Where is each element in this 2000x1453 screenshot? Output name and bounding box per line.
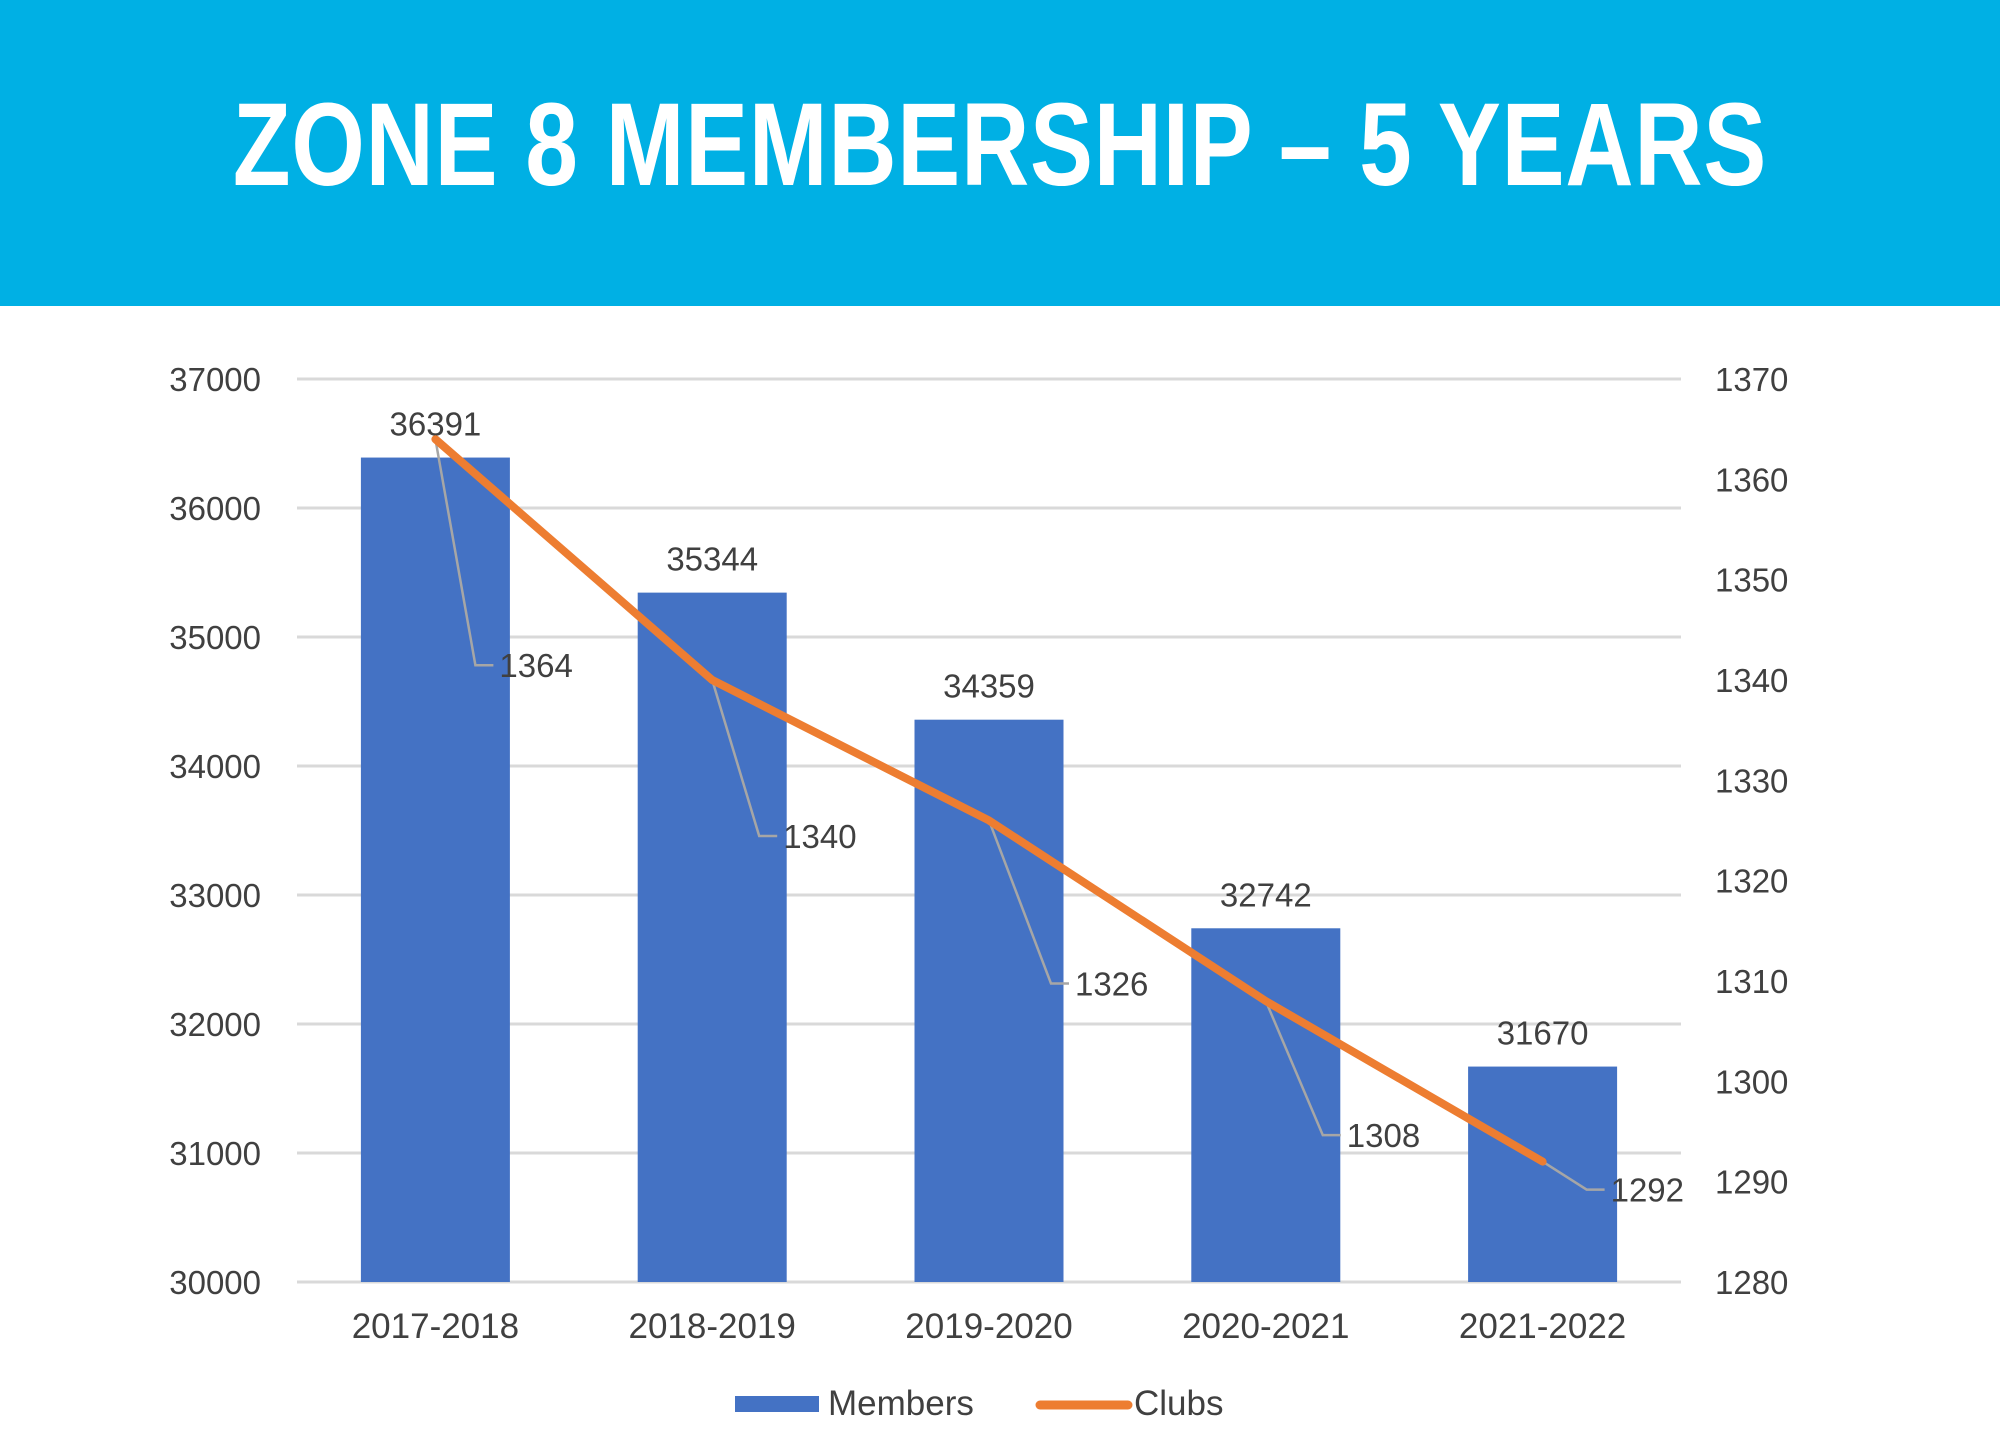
bar-data-label: 35344 (666, 541, 758, 578)
y-right-tick-label: 1290 (1715, 1164, 1788, 1201)
bar-members (914, 719, 1064, 1282)
y-right-tick-label: 1350 (1715, 562, 1788, 599)
y-left-tick-label: 33000 (169, 877, 261, 914)
line-data-label: 1364 (499, 647, 572, 684)
y-left-tick-label: 35000 (169, 619, 261, 656)
y-right-tick-label: 1300 (1715, 1063, 1788, 1100)
y-left-tick-label: 32000 (169, 1006, 261, 1043)
line-data-label: 1326 (1075, 965, 1148, 1002)
data-label-leader-line (987, 820, 1069, 985)
bar-members (637, 592, 787, 1282)
y-right-tick-label: 1330 (1715, 762, 1788, 799)
bar-members (360, 457, 510, 1282)
y-left-tick-label: 37000 (169, 361, 261, 398)
data-label-leader-line (711, 679, 778, 838)
line-data-label: 1340 (783, 818, 856, 855)
chart-title: ZONE 8 MEMBERSHIP – 5 YEARS (232, 79, 1768, 211)
line-data-label: 1308 (1347, 1117, 1420, 1154)
bar-members (1468, 1066, 1618, 1282)
data-label-leader-line (434, 438, 494, 667)
line-clubs (431, 435, 1547, 1166)
x-tick-label: 2020-2021 (1182, 1307, 1349, 1346)
y-left-tick-label: 36000 (169, 490, 261, 527)
y-right-tick-label: 1340 (1715, 662, 1788, 699)
x-tick-label: 2018-2019 (629, 1307, 796, 1346)
bar-data-label: 34359 (943, 668, 1035, 705)
x-tick-label: 2017-2018 (352, 1307, 519, 1346)
data-label-leader-line (1541, 1160, 1605, 1191)
data-label-leader-line (1264, 1000, 1341, 1137)
bar-members (1191, 928, 1341, 1282)
bar-data-label: 31670 (1497, 1015, 1589, 1052)
bar-data-label: 32742 (1220, 876, 1312, 913)
y-right-tick-label: 1360 (1715, 461, 1788, 498)
title-banner: ZONE 8 MEMBERSHIP – 5 YEARS (0, 0, 2000, 306)
legend-label-clubs: Clubs (1134, 1384, 1223, 1423)
y-right-tick-label: 1320 (1715, 863, 1788, 900)
y-left-tick-label: 31000 (169, 1135, 261, 1172)
y-left-tick-label: 34000 (169, 748, 261, 785)
y-left-tick-label: 30000 (169, 1264, 261, 1301)
y-right-tick-label: 1280 (1715, 1264, 1788, 1301)
x-tick-label: 2019-2020 (905, 1307, 1072, 1346)
y-right-tick-label: 1370 (1715, 361, 1788, 398)
legend-label-members: Members (828, 1384, 974, 1423)
line-data-label: 1292 (1611, 1172, 1684, 1209)
x-tick-label: 2021-2022 (1459, 1307, 1626, 1346)
y-right-tick-label: 1310 (1715, 963, 1788, 1000)
legend-swatch-members (735, 1396, 819, 1412)
